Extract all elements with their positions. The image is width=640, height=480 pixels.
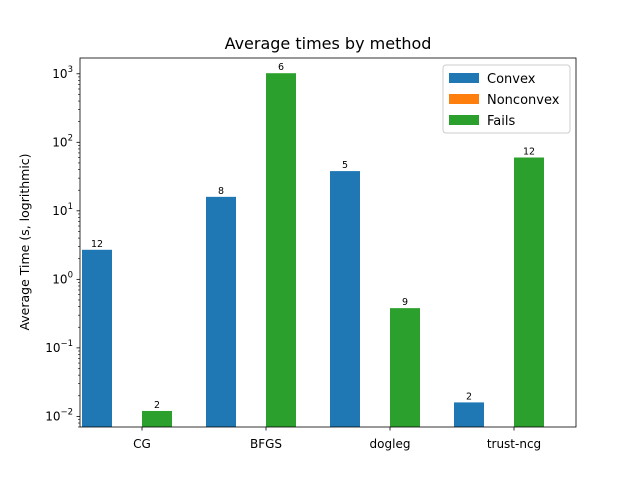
bar-fails-cg bbox=[142, 410, 172, 427]
bar-count-label: 2 bbox=[154, 400, 160, 411]
bar-count-label: 9 bbox=[402, 297, 408, 308]
legend-swatch-nonconvex bbox=[449, 94, 479, 104]
bar-convex-trust-ncg bbox=[454, 402, 484, 427]
y-tick-label: 101 bbox=[52, 202, 73, 218]
legend-label-nonconvex: Nonconvex bbox=[487, 93, 560, 108]
bar-fails-bfgs bbox=[266, 73, 296, 428]
legend-label-convex: Convex bbox=[487, 72, 536, 87]
legend-label-fails: Fails bbox=[487, 114, 515, 129]
y-tick-label: 103 bbox=[52, 65, 73, 81]
x-tick-label: trust-ncg bbox=[487, 437, 541, 451]
y-tick-label: 10−1 bbox=[45, 339, 73, 355]
plot-area: 12 8 5 2 2 6 9 12 10−2 10−1 100 101 102 103 CG BFGS dogl… bbox=[45, 57, 577, 451]
bar-fails-trust-ncg bbox=[514, 157, 544, 427]
y-axis-label: Average Time (s, logrithmic) bbox=[17, 153, 32, 330]
legend-swatch-convex bbox=[449, 73, 479, 83]
bar-fails-dogleg bbox=[390, 308, 420, 427]
x-tick-label: BFGS bbox=[250, 437, 282, 451]
legend-swatch-fails bbox=[449, 115, 479, 125]
bar-convex-cg bbox=[82, 249, 112, 427]
x-tick-label: dogleg bbox=[370, 437, 411, 451]
bar-convex-dogleg bbox=[330, 171, 360, 427]
bar-count-label: 12 bbox=[91, 239, 103, 250]
y-tick-label: 100 bbox=[52, 270, 73, 286]
chart-title: Average times by method bbox=[225, 34, 432, 53]
axes-frame bbox=[79, 57, 577, 428]
bar-count-label: 12 bbox=[523, 147, 535, 158]
y-tick-label: 10−2 bbox=[45, 407, 73, 423]
bar-count-label: 5 bbox=[342, 160, 348, 171]
y-tick-label: 102 bbox=[52, 133, 73, 149]
bar-count-label: 8 bbox=[218, 186, 224, 197]
bar-count-label: 6 bbox=[278, 62, 284, 73]
bar-convex-bfgs bbox=[206, 196, 236, 427]
x-tick-label: CG bbox=[133, 437, 151, 451]
bar-count-label: 2 bbox=[466, 391, 472, 402]
legend: Convex Nonconvex Fails bbox=[442, 64, 571, 134]
